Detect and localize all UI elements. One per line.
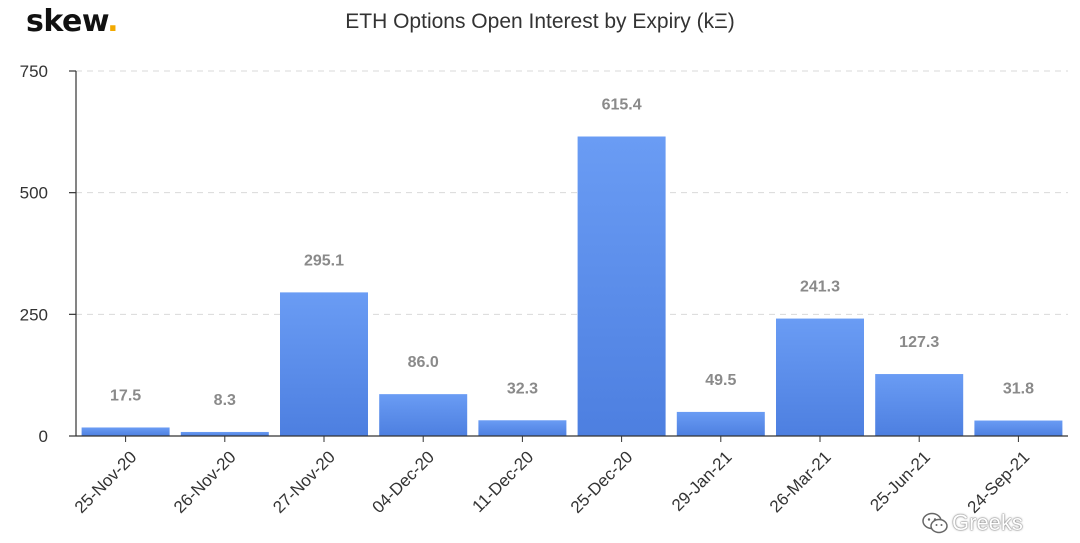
y-tick-label: 250 — [20, 305, 48, 324]
x-axis: 25-Nov-20 26-Nov-20 27-Nov-20 04-Dec-20 11-D… — [71, 435, 1068, 517]
watermark-text: Greeks — [952, 510, 1023, 535]
x-tick-label: 29-Jan-21 — [668, 447, 736, 515]
y-tick-label: 750 — [20, 62, 48, 81]
y-tick-label: 0 — [39, 427, 48, 446]
bar-24-Sep-21 — [974, 420, 1063, 436]
bar-11-Dec-20 — [478, 420, 567, 436]
watermark: Greeks — [922, 510, 1023, 536]
skew-logo: skew. — [26, 4, 119, 39]
x-tick-label: 25-Dec-20 — [567, 447, 637, 517]
data-label: 86.0 — [408, 354, 439, 371]
y-tick-label: 500 — [20, 184, 48, 203]
logo-text: skew — [26, 4, 108, 39]
bar-25-Dec-20 — [577, 136, 666, 436]
chart-title: ETH Options Open Interest by Expiry (kΞ) — [345, 10, 735, 33]
x-tick-label: 26-Mar-21 — [766, 447, 835, 516]
x-tick-label: 26-Nov-20 — [170, 447, 240, 517]
x-tick-label: 24-Sep-21 — [964, 447, 1034, 517]
data-label: 615.4 — [602, 97, 642, 114]
logo-dot: . — [107, 4, 119, 39]
data-label: 8.3 — [214, 392, 236, 409]
data-label: 241.3 — [800, 279, 840, 296]
data-label: 31.8 — [1003, 381, 1034, 398]
bar-25-Jun-21 — [875, 374, 964, 436]
wechat-icon — [922, 512, 948, 534]
x-tick-label: 27-Nov-20 — [269, 447, 339, 517]
x-tick-label: 25-Nov-20 — [71, 447, 141, 517]
data-label: 17.5 — [110, 387, 141, 404]
bar-26-Mar-21 — [776, 318, 864, 436]
x-tick-label: 11-Dec-20 — [469, 447, 538, 516]
data-label: 32.3 — [507, 380, 538, 397]
x-tick-label: 25-Jun-21 — [866, 447, 934, 515]
bar-04-Dec-20 — [379, 394, 468, 436]
data-label: 127.3 — [899, 334, 939, 351]
data-labels: 17.5 8.3 295.1 86.0 32.3 615.4 49.5 241.3 127.3 3… — [110, 97, 1034, 409]
bar-25-Nov-20 — [81, 427, 170, 436]
data-label: 49.5 — [705, 372, 736, 389]
y-axis: 0 250 500 750 — [20, 62, 77, 446]
x-tick-label: 04-Dec-20 — [368, 447, 438, 517]
bar-27-Nov-20 — [280, 292, 368, 436]
grid-lines — [76, 70, 1068, 315]
bar-29-Jan-21 — [676, 411, 765, 436]
bar-26-Nov-20 — [180, 431, 269, 436]
bars — [81, 136, 1063, 436]
data-label: 295.1 — [304, 252, 344, 269]
